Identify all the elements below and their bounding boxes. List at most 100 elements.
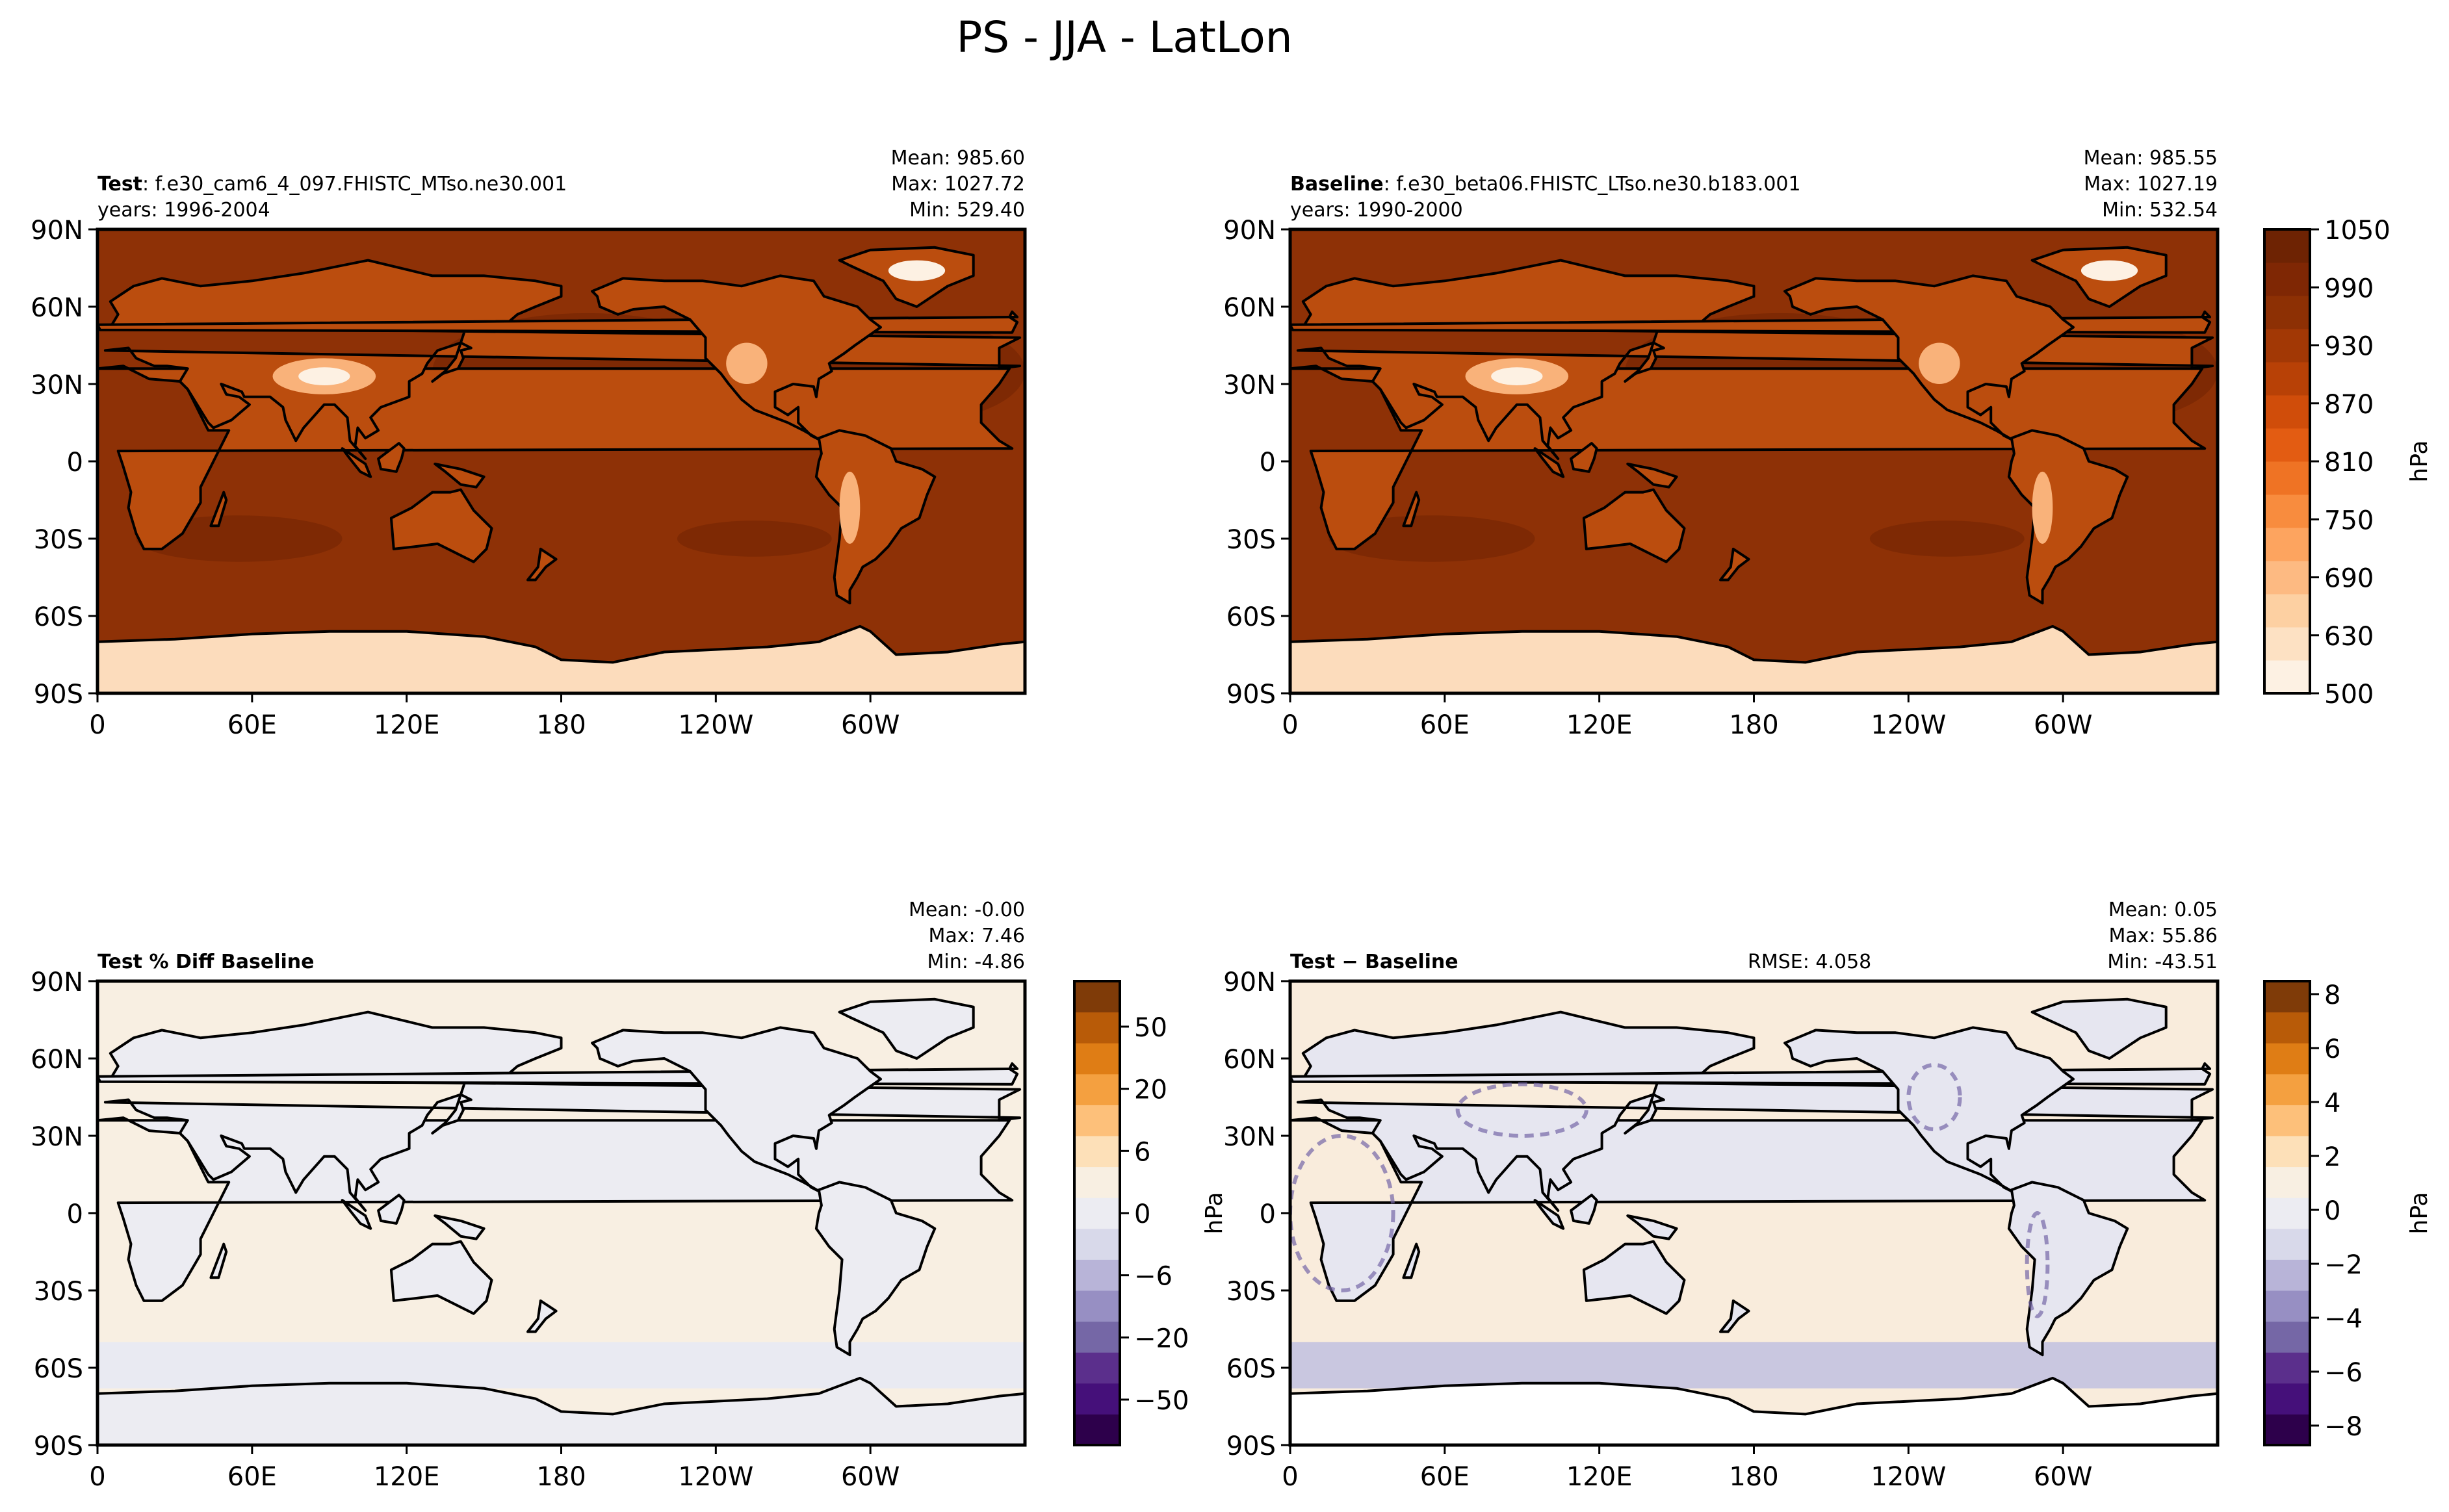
colorbar-percent-diff: 50 20 6 0 −6 −20 −50 xyxy=(1073,980,1189,1446)
coastline-antarctica xyxy=(1290,1376,2218,1445)
lat-tick-label: 60N xyxy=(1223,1045,1276,1075)
colorbar-segment xyxy=(1074,1105,1120,1136)
colorbar-segment xyxy=(2264,461,2310,495)
colorbar-segment xyxy=(2264,1414,2310,1446)
colorbar-unit-label: hPa xyxy=(2406,441,2433,483)
lon-tick-label: 180 xyxy=(536,710,586,740)
panel-stat: Mean: 0.05 xyxy=(2108,899,2218,921)
colorbar-difference: 8 6 4 2 0 −2 −4 −6 −8 hPa xyxy=(2263,980,2433,1446)
lon-tick-label: 60W xyxy=(841,710,900,740)
colorbar-segment xyxy=(1074,1414,1120,1446)
panel-rmse: RMSE: 4.058 xyxy=(1748,951,1871,973)
coastline-australia xyxy=(1582,1240,1686,1315)
panel-label: Test − Baseline xyxy=(1290,951,1458,973)
lon-tick-label: 120E xyxy=(1566,710,1633,740)
coastline-nz xyxy=(1719,547,1750,582)
coastline-newguinea xyxy=(434,1214,486,1240)
topographic-noise xyxy=(1290,1134,1395,1292)
colorbar-segment xyxy=(2264,263,2310,296)
coastline-madagascar xyxy=(1402,491,1421,528)
colorbar-segment xyxy=(2264,1166,2310,1198)
panel-label-case: : f.e30_beta06.FHISTC_LTso.ne30.b183.001 xyxy=(1384,173,1801,196)
lat-tick-label: 90N xyxy=(1223,216,1276,246)
colorbar-tick-label: 50 xyxy=(1134,1013,1167,1043)
panel-stat: Mean: -0.00 xyxy=(909,899,1025,921)
lon-tick-label: 60W xyxy=(841,1462,900,1492)
panel-label-bold: Test xyxy=(97,173,142,196)
coastline-newguinea xyxy=(1626,1214,1678,1240)
colorbar-segment xyxy=(2264,1321,2310,1353)
lon-tick-label: 60E xyxy=(227,710,277,740)
lon-tick-label: 0 xyxy=(1282,710,1298,740)
lon-tick-label: 180 xyxy=(1729,710,1778,740)
high-pressure-region xyxy=(677,520,832,557)
panel-label: Test % Diff Baseline xyxy=(97,951,315,973)
coastline-eurasia xyxy=(103,1010,1022,1212)
lon-tick-label: 120E xyxy=(374,710,440,740)
colorbar-segment xyxy=(2264,1352,2310,1384)
colorbar-tick-label: 8 xyxy=(2324,980,2340,1010)
panel-stat: Mean: 985.60 xyxy=(891,147,1025,170)
panel-label-case: : f.e30_cam6_4_097.FHISTC_MTso.ne30.001 xyxy=(142,173,567,196)
colorbar-tick-label: 990 xyxy=(2324,274,2374,303)
panel-stat: Max: 1027.72 xyxy=(891,173,1025,196)
coastline-sumatra xyxy=(341,447,372,478)
colorbar-segment xyxy=(2264,229,2310,263)
lat-tick-label: 30N xyxy=(31,370,83,400)
panel-stat: Min: 532.54 xyxy=(2102,199,2218,222)
colorbar-segment xyxy=(2264,627,2310,661)
colorbars-layer: 1050990930870810750690630500hPa502060−6−… xyxy=(1073,216,2433,1446)
coastline-greenland xyxy=(838,997,975,1060)
lat-tick-label: 30S xyxy=(34,1277,83,1307)
coastline-eurasia xyxy=(103,259,1022,460)
topographic-noise xyxy=(1455,1082,1588,1138)
colorbar-tick-label: 690 xyxy=(2324,564,2374,594)
map-pctdiff xyxy=(97,981,1025,1445)
coastline-australia xyxy=(389,1240,493,1315)
colorbar-tick-label: −6 xyxy=(2324,1358,2363,1388)
colorbar-tick-label: 750 xyxy=(2324,506,2374,535)
highland-region xyxy=(298,367,350,385)
colorbar-segment xyxy=(2264,1043,2310,1075)
colorbar-tick-label: 2 xyxy=(2324,1142,2340,1172)
colorbar-tick-label: 0 xyxy=(1134,1199,1150,1229)
colorbar-tick-label: 630 xyxy=(2324,622,2374,652)
colorbar-tick-label: 6 xyxy=(2324,1034,2340,1064)
colorbar-segment xyxy=(2264,1259,2310,1291)
colorbar-segment xyxy=(1074,1043,1120,1075)
coastline-sumatra xyxy=(341,1199,372,1230)
colorbar-segment xyxy=(1074,1259,1120,1291)
lat-tick-label: 30S xyxy=(1226,1277,1276,1307)
panel-stat: Min: 529.40 xyxy=(909,199,1025,222)
colorbar-tick-label: −8 xyxy=(2324,1412,2363,1442)
coastline-borneo xyxy=(1570,1194,1598,1225)
lon-tick-label: 180 xyxy=(1729,1462,1778,1492)
colorbar-segment xyxy=(1074,1321,1120,1353)
panel-years: years: 1996-2004 xyxy=(97,199,270,222)
diff-panel-unit-label: hPa xyxy=(1201,1192,1228,1235)
lon-tick-label: 120W xyxy=(1871,1462,1946,1492)
colorbar-tick-label: −6 xyxy=(1134,1262,1173,1292)
coastline-antarctica xyxy=(97,1376,1025,1445)
colorbar-tick-label: −20 xyxy=(1134,1324,1189,1353)
highland-region xyxy=(726,342,768,384)
colorbar-segment xyxy=(1074,1073,1120,1105)
coastline-japan xyxy=(431,341,473,383)
colorbar-segment xyxy=(1074,1352,1120,1384)
colorbar-tick-label: 930 xyxy=(2324,332,2374,362)
colorbar-segment xyxy=(2264,362,2310,396)
coastline-sumatra xyxy=(1533,447,1565,478)
colorbar-segment xyxy=(2264,981,2310,1013)
coastline-namerica xyxy=(1783,1026,2075,1194)
coastline-australia xyxy=(1582,488,1686,563)
lon-tick-label: 60E xyxy=(1420,710,1470,740)
southern-ocean-band xyxy=(97,1342,1025,1389)
coastline-japan xyxy=(431,1093,473,1134)
lon-tick-label: 60E xyxy=(227,1462,277,1492)
coastline-samerica xyxy=(814,1181,937,1357)
coastline-borneo xyxy=(377,442,406,473)
colorbar-segment xyxy=(1074,1290,1120,1322)
